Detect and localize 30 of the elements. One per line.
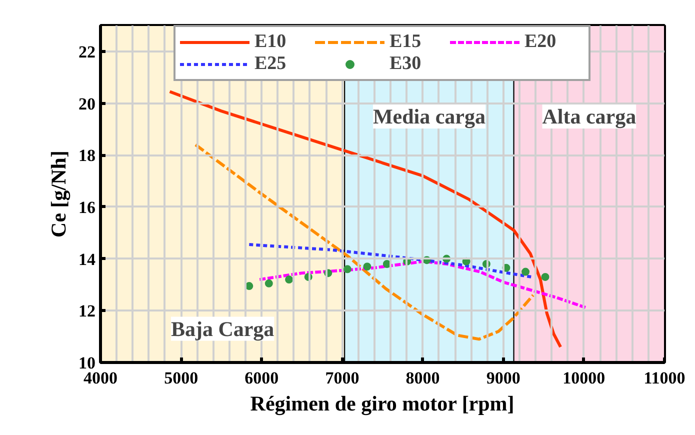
band-label: Baja Carga [170, 316, 275, 341]
x-tick-label: 6000 [244, 368, 279, 388]
x-tick-label: 7000 [325, 368, 360, 388]
legend-label: E25 [254, 53, 288, 75]
point [264, 279, 273, 288]
x-tick-label: 11000 [644, 368, 686, 388]
legend-label: E10 [254, 31, 288, 53]
legend-label: E20 [524, 31, 558, 53]
y-tick-label: 12 [78, 302, 96, 321]
legend-label: E30 [390, 53, 422, 75]
y-tick-label: 18 [78, 146, 96, 166]
point [541, 272, 550, 281]
point [363, 262, 372, 271]
point [522, 268, 530, 276]
band-label: Alta carga [542, 104, 637, 128]
x-tick-label: 5000 [164, 368, 198, 388]
band-label: Media carga [372, 104, 486, 128]
line-series [248, 243, 534, 278]
point [343, 265, 352, 274]
y-tick-label: 20 [78, 94, 96, 114]
x-axis-title: Régimen de giro motor [rpm] [250, 392, 514, 416]
x-tick-label: 10000 [562, 368, 606, 388]
y-axis-title: Ce [g/Nh] [46, 150, 70, 238]
y-tick-label: 16 [78, 198, 96, 217]
y-tick-label: 22 [78, 42, 96, 62]
x-tick-label: 8000 [406, 368, 440, 388]
y-tick-label: 14 [78, 250, 96, 269]
point [285, 276, 294, 284]
legend-label: E15 [390, 31, 422, 53]
x-tick-label: 9000 [486, 368, 520, 388]
